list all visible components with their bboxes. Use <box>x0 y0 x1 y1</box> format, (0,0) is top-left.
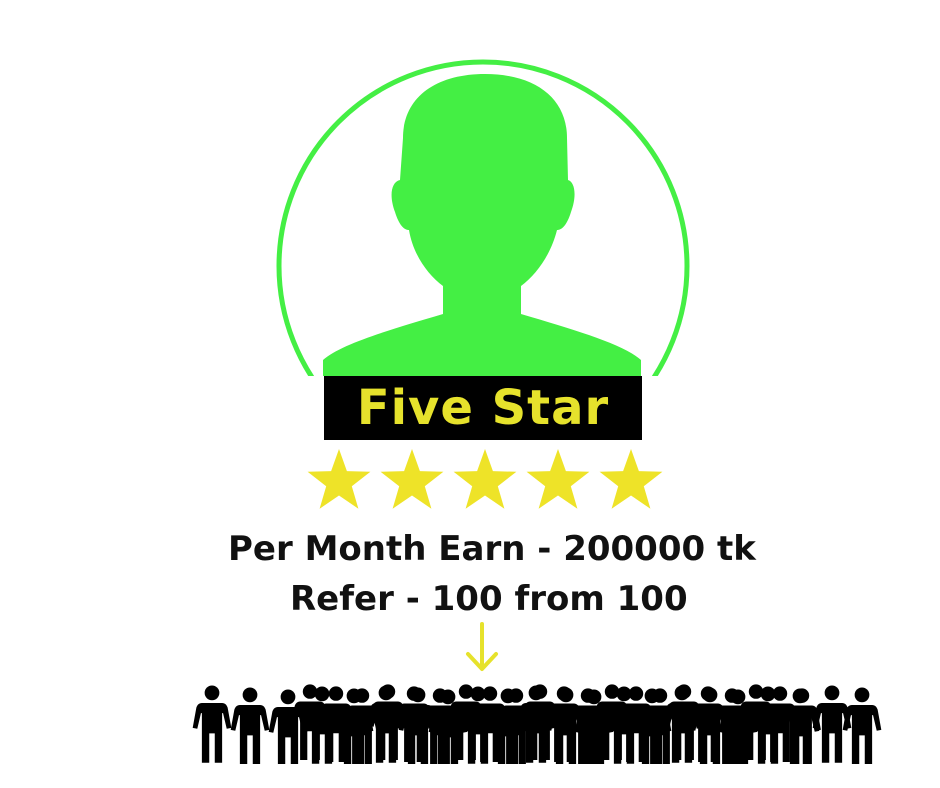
person-icon <box>842 687 882 764</box>
people-crowd-icon <box>192 684 882 764</box>
person-icon <box>604 686 644 764</box>
person-icon <box>488 688 528 764</box>
star-icon <box>526 449 590 509</box>
person-icon <box>632 688 672 764</box>
person-icon <box>574 689 614 764</box>
person-icon <box>334 688 374 764</box>
avatar-head <box>323 74 641 376</box>
earnings-text: Per Month Earn - 200000 tk <box>228 529 756 569</box>
rating-stars <box>307 449 663 509</box>
person-icon <box>458 686 498 764</box>
star-icon <box>380 449 444 509</box>
person-icon <box>718 689 758 764</box>
person-icon <box>812 685 852 763</box>
star-icon <box>453 449 517 509</box>
star-icon <box>599 449 663 509</box>
person-icon <box>230 687 270 764</box>
avatar-circle <box>276 59 690 376</box>
person-icon <box>516 685 556 763</box>
person-icon <box>428 689 468 764</box>
rank-badge: Five Star <box>324 376 642 440</box>
person-icon <box>780 688 820 764</box>
person-icon <box>690 687 730 764</box>
person-icon <box>546 687 586 764</box>
person-icon <box>302 686 342 764</box>
star-icon <box>307 449 371 509</box>
rank-title: Five Star <box>356 380 610 436</box>
person-icon <box>748 686 788 764</box>
person-icon <box>192 685 232 763</box>
person-silhouette-icon <box>276 59 690 376</box>
referral-text: Refer - 100 from 100 <box>290 579 688 619</box>
person-icon <box>366 685 406 763</box>
avatar <box>275 30 695 380</box>
person-icon <box>398 687 438 764</box>
arrow-down-icon <box>466 622 498 671</box>
person-icon <box>268 689 308 764</box>
person-icon <box>662 685 702 763</box>
